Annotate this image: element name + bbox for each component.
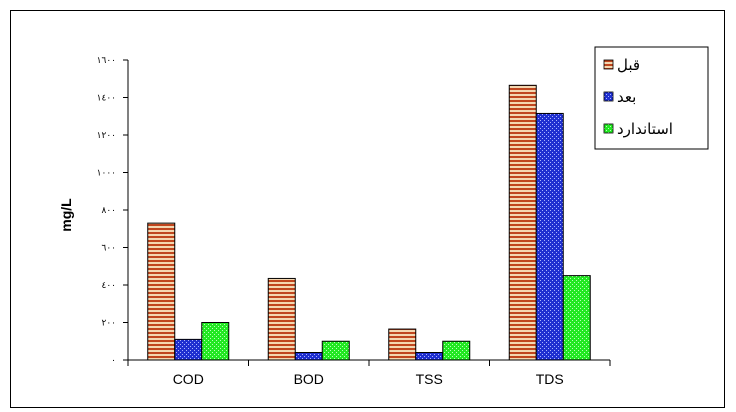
bar-bod-series-1 [294, 352, 323, 361]
legend-label-1: بعد [617, 88, 636, 106]
bar-cod-series-0 [147, 222, 176, 361]
y-tick-label: ٦٠٠ [101, 244, 116, 254]
x-category-label: COD [173, 371, 204, 387]
y-ticks: ٠ ٢٠٠ ٤٠٠ ٦٠٠ ٨٠٠ ١٠٠٠ ١٢٠٠ ١٤٠٠ ١٦٠٠ [97, 56, 128, 366]
bar-cod-series-1 [174, 338, 203, 361]
bar-bod-series-0 [267, 277, 296, 361]
x-ticks: COD BOD TSS TDS [127, 360, 611, 387]
bar-cod-series-2 [201, 322, 230, 361]
y-tick-label: ١٤٠٠ [97, 94, 116, 104]
y-tick-label: ٠ [111, 356, 116, 366]
bar-tss-series-0 [388, 328, 417, 361]
y-tick-label: ٤٠٠ [101, 281, 116, 291]
legend-swatch-2 [603, 123, 614, 134]
bars [147, 84, 591, 361]
legend-swatch-1 [603, 91, 614, 102]
y-tick-label: ٢٠٠ [101, 319, 116, 329]
legend-swatch-0 [603, 59, 614, 70]
legend-label-2: استاندارد [617, 120, 673, 138]
bar-tss-series-2 [442, 340, 471, 361]
x-category-label: TSS [416, 371, 443, 387]
y-axis-title: mg/L [58, 198, 74, 232]
y-tick-label: ١٢٠٠ [97, 131, 116, 141]
bar-bod-series-2 [321, 340, 350, 361]
bar-tds-series-2 [562, 275, 591, 361]
y-tick-label: ١٦٠٠ [97, 56, 116, 66]
bar-tds-series-1 [535, 112, 564, 361]
legend-label-0: قبل [617, 56, 640, 74]
x-category-label: BOD [294, 371, 324, 387]
bar-tds-series-0 [508, 84, 537, 361]
y-tick-label: ١٠٠٠ [97, 169, 116, 179]
y-tick-label: ٨٠٠ [101, 206, 116, 216]
bar-tss-series-1 [415, 352, 444, 361]
legend: قبل بعد استاندارد [594, 46, 709, 150]
x-category-label: TDS [536, 371, 564, 387]
legend-box [594, 46, 709, 150]
